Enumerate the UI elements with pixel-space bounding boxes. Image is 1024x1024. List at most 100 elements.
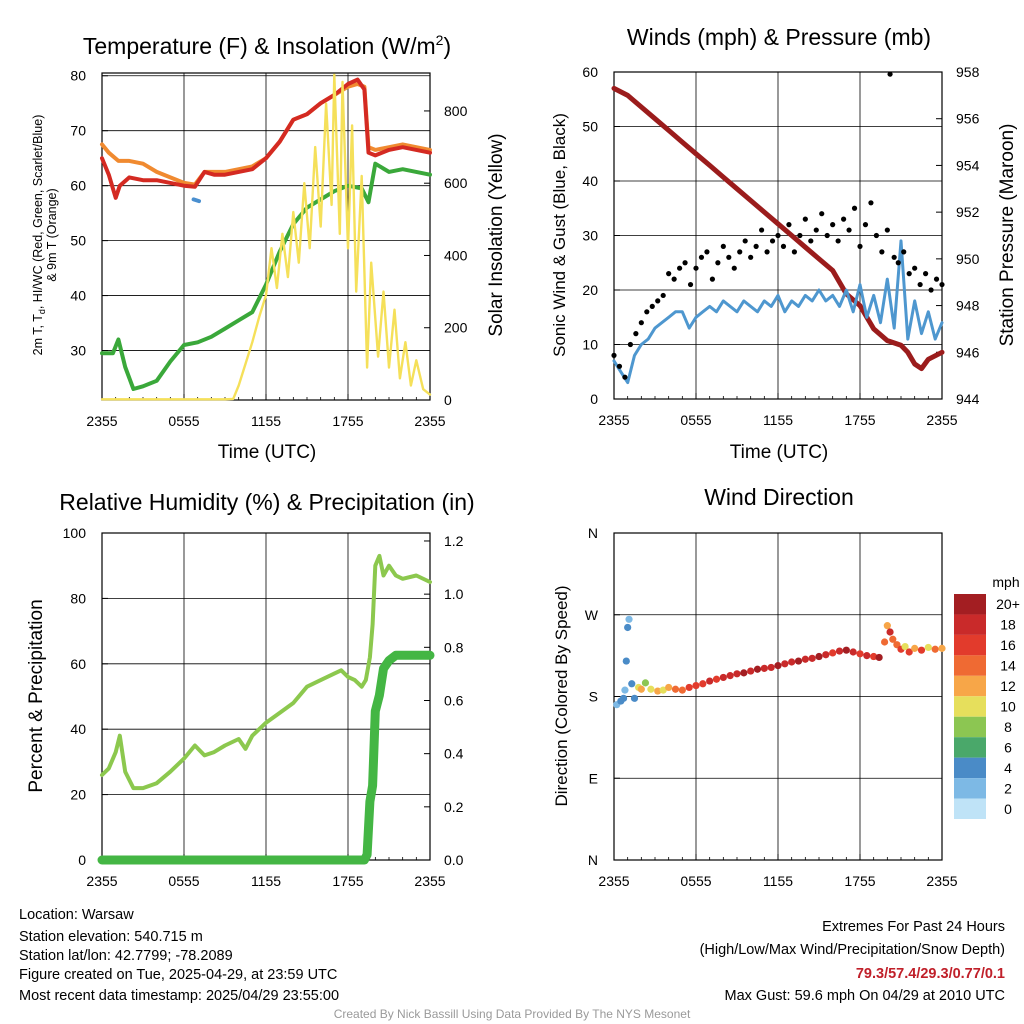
x-tick-label: 0555 — [168, 873, 199, 889]
x-tick-label: 0555 — [168, 413, 199, 429]
x-tick-label: 1155 — [763, 873, 793, 889]
colorbar-label: 10 — [1000, 699, 1016, 715]
x-tick-label: 2355 — [926, 873, 957, 889]
gust-point — [917, 281, 923, 288]
direction-point — [712, 675, 721, 683]
y2-tick-label: 958 — [956, 64, 980, 80]
direction-point — [815, 652, 823, 661]
y-tick-label: 20 — [70, 787, 86, 803]
direction-point — [856, 650, 864, 658]
y2-tick-label: 954 — [956, 157, 980, 173]
y-tick-label: 60 — [582, 64, 598, 80]
rh-ylabel: Percent & Precipitation — [26, 599, 47, 792]
direction-point — [881, 638, 889, 646]
gust-point — [791, 249, 798, 255]
direction-point — [619, 694, 628, 702]
colorbar-label: 4 — [1004, 760, 1012, 776]
x-tick-label: 2355 — [414, 413, 445, 429]
colorbar-swatch — [954, 757, 986, 779]
direction-point — [699, 680, 707, 688]
direction-point — [886, 628, 894, 636]
gust-point — [698, 254, 705, 260]
gust-point — [649, 303, 655, 309]
y2-tick-label: 952 — [956, 204, 980, 220]
gust-point — [939, 281, 945, 288]
wind-line — [612, 239, 944, 385]
y-tick-label: 80 — [70, 590, 86, 606]
x-tick-label: 2355 — [926, 412, 957, 428]
y2-tick-label: 946 — [956, 344, 980, 360]
x-tick-label: 1755 — [844, 412, 875, 428]
y2-tick-label: 0.6 — [444, 692, 464, 708]
y-tick-label: 50 — [582, 119, 598, 135]
gust-point — [742, 238, 748, 244]
gust-point — [616, 363, 623, 369]
x-tick-label: 1755 — [332, 873, 363, 889]
x-tick-label: 2355 — [86, 413, 117, 429]
temperature-panel: Temperature (F) & Insolation (W/m2) 2m T… — [31, 32, 507, 463]
direction-panel: Wind Direction Direction (Colored By Spe… — [552, 484, 1020, 889]
y2-tick-label: 956 — [956, 111, 980, 127]
gust-point — [933, 276, 940, 282]
direction-point — [835, 647, 844, 655]
x-tick-label: 1155 — [251, 873, 281, 889]
y2-tick-label: 600 — [444, 175, 468, 191]
solar-line — [100, 73, 432, 401]
gust-point — [759, 227, 765, 233]
gust-point — [851, 205, 858, 211]
direction-point — [901, 642, 909, 651]
gust-point — [824, 232, 830, 239]
gust-point — [753, 243, 759, 249]
y-tick-label: 30 — [582, 228, 598, 244]
direction-point — [706, 677, 714, 685]
y2-tick-label: 0.0 — [444, 852, 464, 868]
temp-line — [100, 77, 432, 200]
direction-point — [637, 685, 645, 693]
gust-point — [813, 227, 819, 233]
pressure-line — [611, 85, 945, 372]
y-tick-label: 60 — [70, 178, 86, 194]
colorbar-swatch — [954, 634, 986, 656]
direction-point — [863, 652, 871, 660]
gust-point — [901, 249, 907, 255]
rh-panel: Relative Humidity (%) & Precipitation (i… — [26, 489, 475, 889]
y2-tick-label: 0.4 — [444, 746, 464, 762]
colorbar-swatch — [954, 655, 986, 676]
x-tick-label: 1155 — [251, 413, 281, 429]
gust-point — [666, 271, 672, 277]
y-tick-label: 50 — [70, 233, 86, 249]
gust-point — [633, 331, 639, 337]
gust-point — [891, 254, 897, 260]
gust-point — [775, 232, 781, 239]
gust-point — [895, 260, 901, 266]
extremes-values: 79.3/57.4/29.3/0.77/0.1 — [855, 966, 1005, 982]
direction-point — [905, 648, 913, 656]
temperature-plot-area: 2355 0555 1155 1755 235530405060708002004006… — [70, 68, 467, 429]
gust-point — [769, 238, 776, 244]
gust-point — [846, 227, 852, 233]
direction-point — [678, 686, 686, 694]
y2-tick-label: 200 — [444, 320, 468, 336]
y-tick-label: 40 — [70, 288, 86, 304]
direction-point — [622, 657, 630, 665]
x-tick-label: 0555 — [680, 412, 711, 428]
wc_blue-line — [191, 197, 201, 204]
gust-point — [873, 232, 880, 239]
direction-point — [788, 658, 796, 666]
y2-tick-label: 0 — [444, 392, 452, 408]
gust-point — [830, 222, 836, 228]
direction-title: Wind Direction — [704, 484, 854, 510]
x-tick-label: 1155 — [763, 412, 793, 428]
rh-title: Relative Humidity (%) & Precipitation (i… — [59, 489, 474, 515]
colorbar-label: 14 — [1000, 658, 1016, 674]
direction-point — [822, 651, 830, 659]
colorbar-label: 12 — [1000, 678, 1016, 694]
gust-point — [638, 320, 644, 326]
temperature-title: Temperature (F) & Insolation (W/m2) — [83, 32, 451, 59]
y-tick-label: 20 — [582, 282, 598, 298]
direction-point — [870, 652, 878, 661]
colorbar: 20+ 18 16 14 12 10 8 6 4 2 0 — [954, 594, 1020, 819]
gust-point — [906, 271, 912, 277]
direction-point — [692, 682, 700, 690]
direction-point — [625, 615, 633, 623]
